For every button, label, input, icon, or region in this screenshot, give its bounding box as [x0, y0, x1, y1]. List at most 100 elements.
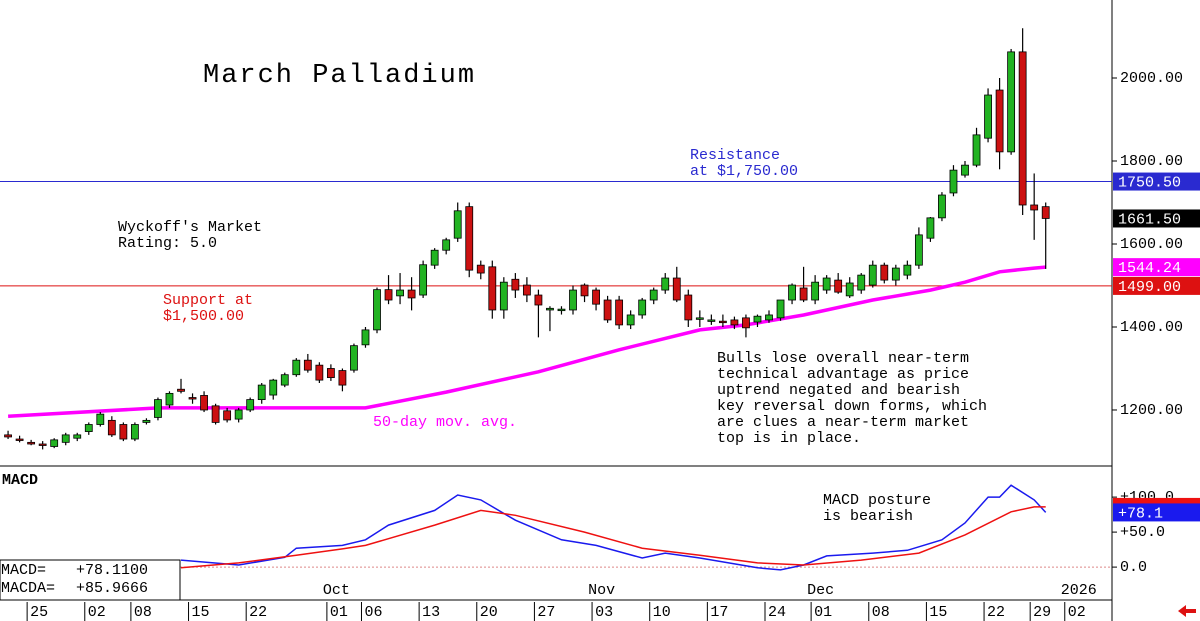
candle-body [626, 314, 635, 326]
candle-body [615, 299, 624, 326]
candle-body [234, 409, 243, 420]
readout-name: MACDA= [1, 580, 55, 597]
candle-body [257, 384, 266, 401]
candle-body [499, 281, 508, 311]
candle-body [465, 206, 474, 271]
candle-body [961, 164, 969, 176]
candle-body [984, 94, 992, 139]
candle-body [534, 294, 543, 306]
commentary: uptrend negated and bearish [717, 382, 960, 399]
resistance-note: Resistance [690, 147, 780, 164]
candle-body [223, 410, 232, 421]
candle-body [38, 443, 47, 446]
candle-body [107, 419, 116, 436]
readout-box [0, 559, 181, 601]
macd-value-0: +78.1 [1118, 505, 1163, 522]
candle-body [949, 169, 958, 194]
x-tick-label: 03 [595, 604, 613, 621]
candle-body [684, 294, 693, 321]
candle-body [592, 289, 600, 305]
candle-body [384, 289, 393, 301]
candle-body [188, 397, 197, 400]
candle-body [695, 317, 704, 320]
candle-body [742, 317, 750, 329]
commentary: technical advantage as price [717, 366, 969, 383]
last-price-box [1113, 209, 1200, 228]
candle-body [211, 405, 220, 423]
candle-body [649, 289, 658, 301]
candle-body [834, 279, 843, 293]
candle-body [914, 234, 923, 266]
candle-body [799, 287, 808, 301]
x-tick-label: 22 [249, 604, 267, 621]
last-price: 1661.50 [1118, 211, 1181, 228]
rating-note: Wyckoff's Market [118, 219, 262, 236]
candle-body [1030, 204, 1039, 211]
candle-body [292, 359, 301, 376]
candle-body [442, 239, 451, 251]
candle-body [822, 277, 831, 291]
candle-body [765, 314, 773, 321]
candle-body [350, 345, 358, 371]
x-tick-label: 20 [480, 604, 498, 621]
moving-average-value-box [1113, 258, 1200, 277]
candle-body [580, 284, 589, 297]
macd-value-0-box [1113, 503, 1200, 522]
candle-body [546, 307, 554, 311]
month-label: Oct [323, 582, 350, 599]
x-tick-label: 02 [1068, 604, 1086, 621]
candle-body [165, 392, 174, 406]
candle-body [811, 281, 820, 301]
x-tick-label: 27 [537, 604, 555, 621]
y-tick-label: 2000.00 [1120, 70, 1183, 87]
y-tick-label: 1800.00 [1120, 153, 1183, 170]
candle-body [638, 299, 647, 316]
moving-average-label: 50-day mov. avg. [373, 414, 517, 431]
candle-body [707, 319, 716, 322]
support-label-box [1113, 276, 1200, 295]
x-tick-label: 15 [929, 604, 947, 621]
candle-body [788, 284, 796, 301]
panel-title: MACD [2, 472, 38, 489]
candle-body [868, 264, 877, 286]
candle-body [857, 274, 866, 291]
macd-note: MACD posture [823, 492, 931, 509]
candle-body [938, 194, 946, 219]
candle-body [61, 434, 70, 443]
candle-body [73, 434, 82, 439]
commentary: key reversal down forms, which [717, 398, 987, 415]
x-tick-label: 01 [814, 604, 832, 621]
candle-body [280, 374, 289, 386]
commentary: Bulls lose overall near-term [717, 350, 969, 367]
candle-body [407, 289, 416, 299]
macd-line [180, 484, 1047, 571]
candle-body [154, 399, 162, 418]
candle-body [730, 319, 739, 326]
macd-line [180, 506, 1046, 569]
y-tick-label: 1600.00 [1120, 236, 1183, 253]
candle-body [926, 217, 935, 239]
candle-body [1041, 206, 1050, 219]
x-tick-label: 22 [987, 604, 1005, 621]
rating-note: Rating: 5.0 [118, 235, 217, 252]
readout-value: +78.1100 [76, 562, 148, 579]
month-label: Nov [588, 582, 615, 599]
readout-value: +85.9666 [76, 580, 148, 597]
candle-body [142, 419, 151, 423]
x-tick-label: 10 [653, 604, 671, 621]
candle-body [315, 364, 324, 381]
month-label: Dec [807, 582, 834, 599]
commentary: top is in place. [717, 430, 861, 447]
candle-body [303, 359, 312, 371]
candle-body [326, 368, 335, 379]
candle-body [476, 264, 485, 274]
candle-body [130, 424, 139, 440]
support-note: $1,500.00 [163, 308, 244, 325]
candle-body [880, 264, 889, 281]
candle-body [246, 399, 255, 411]
candle-body [15, 438, 24, 441]
y-tick-label: +50.0 [1120, 524, 1165, 541]
candle-body [488, 266, 497, 311]
month-label: 2026 [1061, 582, 1097, 599]
scroll-arrow[interactable] [1178, 605, 1196, 617]
